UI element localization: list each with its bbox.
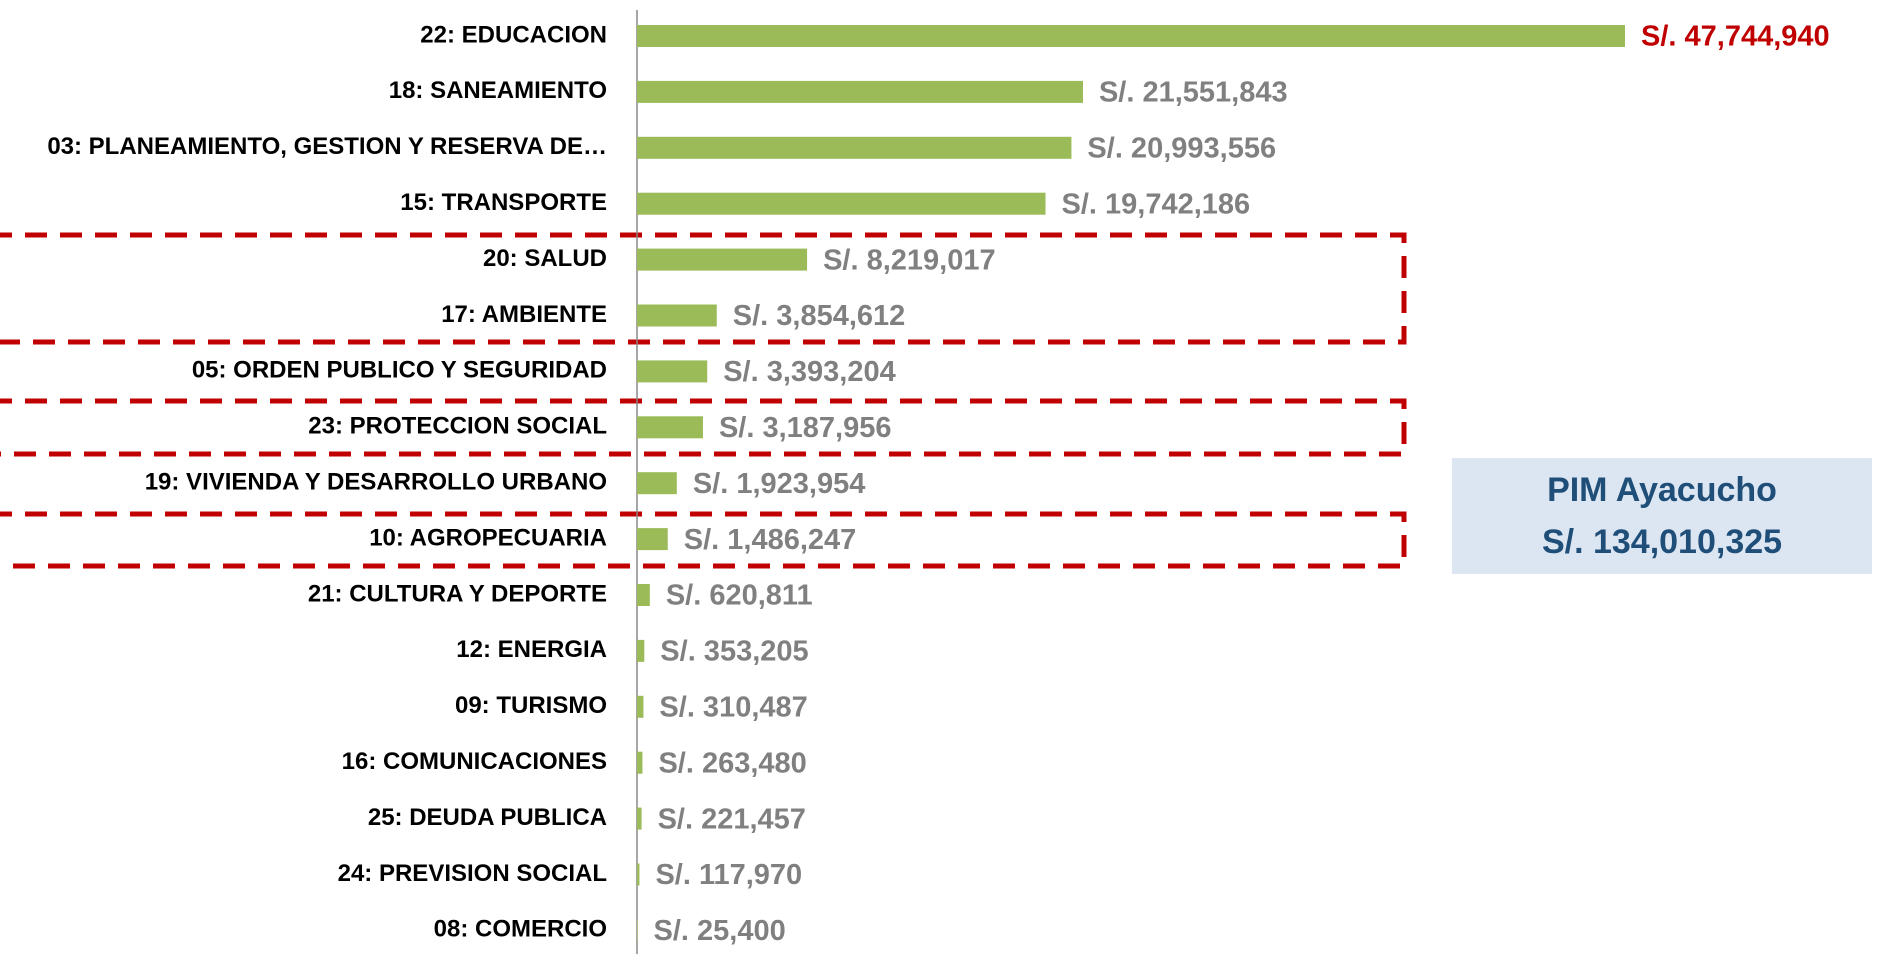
category-label: 25: DEUDA PUBLICA xyxy=(368,804,607,831)
highlight-box xyxy=(0,232,1407,345)
value-label: S/. 3,187,956 xyxy=(719,412,892,444)
bar xyxy=(637,919,638,942)
bar xyxy=(637,695,644,718)
category-label: 10: AGROPECUARIA xyxy=(369,524,607,551)
value-label: S/. 20,993,556 xyxy=(1087,132,1276,164)
value-label: S/. 8,219,017 xyxy=(823,244,996,276)
bar xyxy=(637,472,677,495)
category-label: 19: VIVIENDA Y DESARROLLO URBANO xyxy=(145,469,607,496)
category-label: 12: ENERGIA xyxy=(456,636,607,663)
value-label: S/. 620,811 xyxy=(666,580,813,612)
category-label: 05: ORDEN PUBLICO Y SEGURIDAD xyxy=(192,357,607,384)
value-label: S/. 21,551,843 xyxy=(1099,77,1288,109)
category-label: 08: COMERCIO xyxy=(434,916,607,943)
value-label: S/. 47,744,940 xyxy=(1641,21,1830,53)
bar xyxy=(637,248,808,271)
category-label: 09: TURISMO xyxy=(455,692,607,719)
value-label: S/. 1,486,247 xyxy=(684,524,857,556)
value-label: S/. 263,480 xyxy=(658,747,806,779)
bar xyxy=(637,304,717,327)
bar xyxy=(637,192,1046,215)
value-label: S/. 117,970 xyxy=(655,859,802,891)
value-label: S/. 19,742,186 xyxy=(1062,188,1251,220)
bar xyxy=(637,639,645,662)
annotation-title: PIM Ayacucho xyxy=(1547,471,1777,509)
value-label: S/. 353,205 xyxy=(660,636,808,668)
annotation-box xyxy=(1452,458,1872,574)
category-label: 15: TRANSPORTE xyxy=(400,189,607,216)
annotation-total: S/. 134,010,325 xyxy=(1542,523,1782,561)
category-label: 16: COMUNICACIONES xyxy=(342,748,607,775)
highlight-box xyxy=(0,511,1407,569)
value-label: S/. 25,400 xyxy=(654,915,786,947)
category-label: 20: SALUD xyxy=(483,245,607,272)
bar xyxy=(637,751,643,774)
value-label: S/. 3,393,204 xyxy=(723,356,896,388)
value-label: S/. 1,923,954 xyxy=(693,468,866,500)
bar xyxy=(637,80,1083,103)
bar xyxy=(637,584,650,606)
category-label: 24: PREVISION SOCIAL xyxy=(338,860,607,887)
bar xyxy=(637,807,642,830)
bar xyxy=(637,863,640,886)
bar xyxy=(637,360,708,383)
category-label: 21: CULTURA Y DEPORTE xyxy=(308,580,607,607)
category-label: 03: PLANEAMIENTO, GESTION Y RESERVA DE… xyxy=(47,133,607,160)
highlight-box xyxy=(0,398,1407,457)
bar xyxy=(637,25,1625,47)
value-label: S/. 310,487 xyxy=(659,691,807,723)
category-label: 18: SANEAMIENTO xyxy=(389,77,607,104)
category-label: 23: PROTECCION SOCIAL xyxy=(308,413,607,440)
bar xyxy=(637,136,1072,159)
bar xyxy=(637,416,703,439)
value-label: S/. 3,854,612 xyxy=(733,300,906,332)
category-label: 22: EDUCACION xyxy=(420,21,607,48)
category-label: 17: AMBIENTE xyxy=(441,301,607,328)
value-label: S/. 221,457 xyxy=(658,803,806,835)
bar xyxy=(637,528,668,551)
